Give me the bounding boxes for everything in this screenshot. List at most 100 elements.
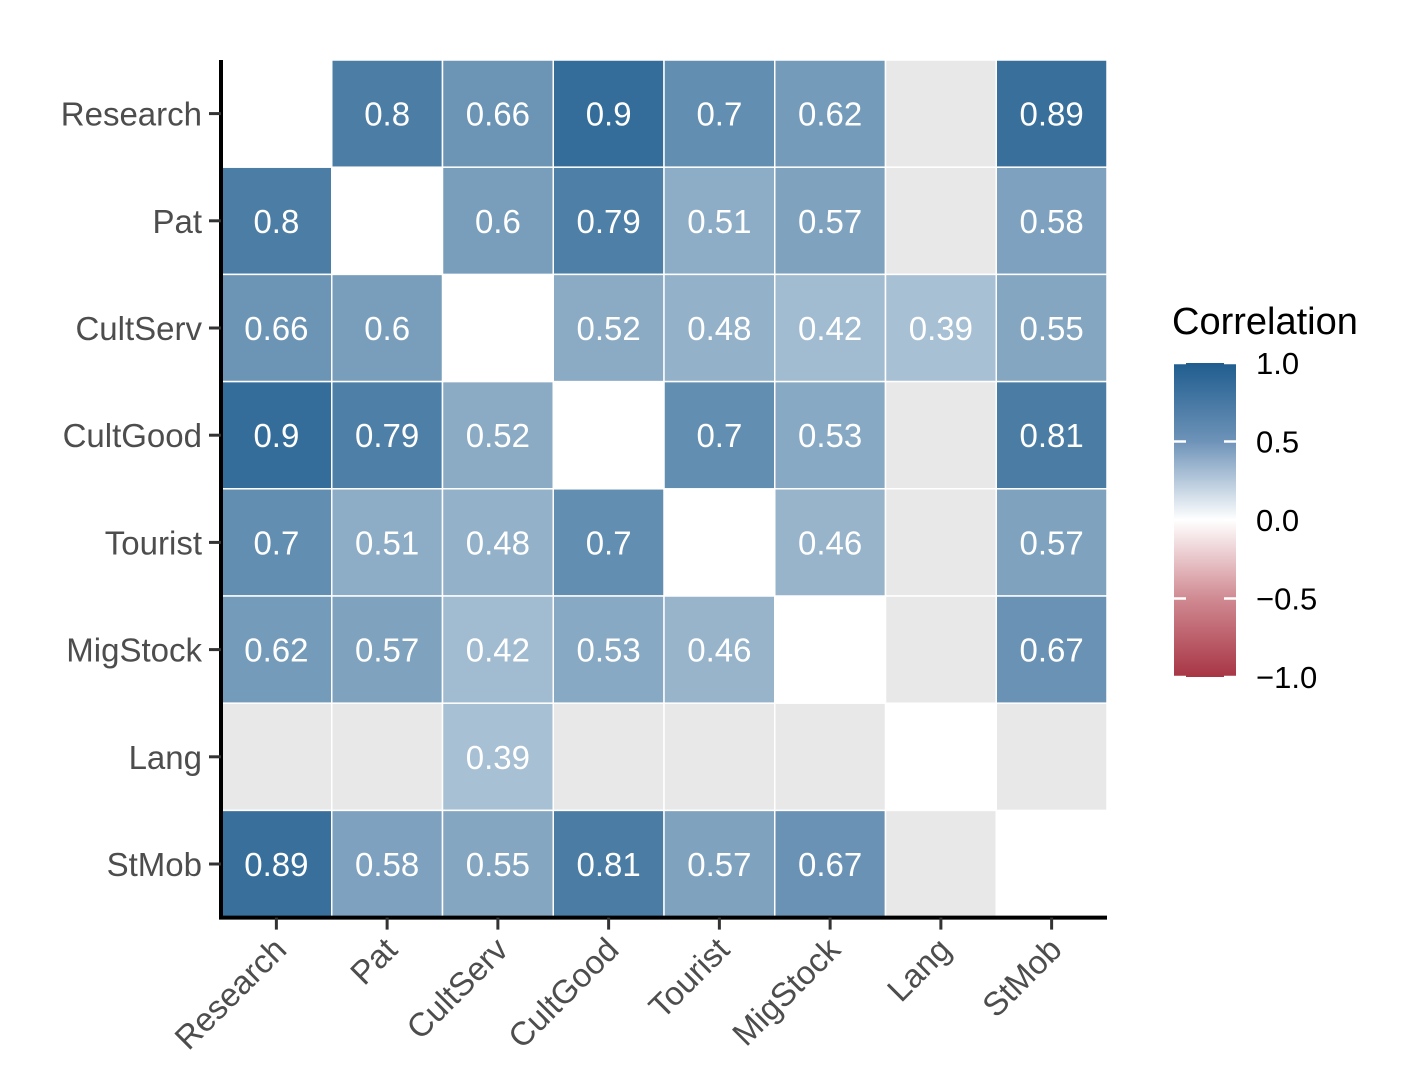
cell-label-MigStock-StMob: 0.67 (1020, 632, 1084, 669)
cell-label-CultServ-Research: 0.66 (244, 310, 308, 347)
x-tick-label-CultServ: CultServ (399, 930, 515, 1046)
heatmap-cell-Research-MigStock (774, 59, 887, 168)
heatmap-cell-Pat-CultServ (441, 166, 554, 276)
cell-label-StMob-Research: 0.89 (244, 846, 308, 883)
legend: Correlation 1.0 0.5 0.0 −0.5 −1.0 (1172, 301, 1358, 695)
heatmap-cell-Research-Tourist (663, 59, 776, 168)
heatmap-cell-Research-Pat (331, 59, 444, 168)
y-tick-label-CultGood: CultGood (63, 417, 202, 454)
cell-label-Tourist-CultServ: 0.48 (466, 524, 530, 561)
heatmap-cell-Tourist-CultGood (552, 488, 665, 597)
axes (219, 60, 1107, 920)
heatmap-cell-CultServ-StMob (995, 273, 1108, 383)
heatmap-cell-MigStock-StMob (995, 595, 1108, 704)
heatmap-cell-Pat-Tourist (663, 166, 776, 276)
heatmap-cell-CultServ-Lang (884, 273, 997, 383)
heatmap-cell-Research-Lang (884, 59, 997, 168)
cell-label-Pat-Tourist: 0.51 (687, 203, 751, 240)
heatmap-cell-Tourist-Pat (331, 488, 444, 597)
heatmap-cell-CultGood-Research (220, 380, 333, 490)
heatmap-cell-StMob-Pat (331, 809, 444, 919)
x-tick-label-Tourist: Tourist (641, 930, 736, 1025)
heatmap-cell-Research-CultServ (441, 59, 554, 168)
heatmap-cell-Lang-MigStock (774, 702, 887, 812)
y-tick-label-Lang: Lang (129, 739, 202, 776)
heatmap-cell-MigStock-Tourist (663, 595, 776, 704)
heatmap-cell-Pat-StMob (995, 166, 1108, 276)
cell-label-MigStock-CultServ: 0.42 (466, 632, 530, 669)
cell-label-StMob-Pat: 0.58 (355, 846, 419, 883)
heatmap-cell-CultGood-Pat (331, 380, 444, 490)
heatmap-cell-Lang-Pat (331, 702, 444, 812)
heatmap-cell-Lang-StMob (995, 702, 1108, 812)
cell-label-MigStock-CultGood: 0.53 (577, 632, 641, 669)
heatmap-cell-Tourist-CultServ (441, 488, 554, 597)
heatmap-cell-Lang-CultServ (441, 702, 554, 812)
cell-label-CultServ-MigStock: 0.42 (798, 310, 862, 347)
cell-label-Tourist-StMob: 0.57 (1020, 524, 1084, 561)
cell-label-Tourist-Research: 0.7 (253, 524, 299, 561)
cell-label-CultGood-MigStock: 0.53 (798, 417, 862, 454)
heatmap-cell-CultGood-CultServ (441, 380, 554, 490)
cell-label-Research-Tourist: 0.7 (696, 96, 742, 133)
cell-label-Pat-MigStock: 0.57 (798, 203, 862, 240)
cell-label-CultGood-StMob: 0.81 (1020, 417, 1084, 454)
y-tick-label-Pat: Pat (152, 203, 202, 240)
cell-label-StMob-CultServ: 0.55 (466, 846, 530, 883)
cell-label-Research-CultServ: 0.66 (466, 96, 530, 133)
heatmap-cells (220, 59, 1108, 919)
legend-break-label: −0.5 (1256, 582, 1317, 617)
y-tick-label-Research: Research (61, 96, 202, 133)
legend-title: Correlation (1172, 301, 1358, 343)
heatmap-cell-StMob-Tourist (663, 809, 776, 919)
x-tick-label-CultGood: CultGood (501, 930, 626, 1055)
cell-label-CultServ-Tourist: 0.48 (687, 310, 751, 347)
heatmap-cell-CultServ-Tourist (663, 273, 776, 383)
heatmap-cell-StMob-Lang (884, 809, 997, 919)
y-tick-label-CultServ: CultServ (75, 310, 202, 347)
cell-label-CultServ-Lang: 0.39 (909, 310, 973, 347)
cell-label-CultGood-CultServ: 0.52 (466, 417, 530, 454)
cell-label-Tourist-CultGood: 0.7 (586, 524, 632, 561)
cell-label-Research-CultGood: 0.9 (586, 96, 632, 133)
cell-label-Research-StMob: 0.89 (1020, 96, 1084, 133)
heatmap-cell-Tourist-StMob (995, 488, 1108, 597)
heatmap-cell-Tourist-Lang (884, 488, 997, 597)
cell-label-Pat-CultGood: 0.79 (577, 203, 641, 240)
heatmap-cell-CultGood-Lang (884, 380, 997, 490)
cell-label-Pat-CultServ: 0.6 (475, 203, 521, 240)
cell-label-CultGood-Pat: 0.79 (355, 417, 419, 454)
y-axis-ticks: Research Pat CultServ CultGood Tourist MigSto… (61, 96, 221, 883)
cell-label-Research-Pat: 0.8 (364, 96, 410, 133)
heatmap-cell-MigStock-Lang (884, 595, 997, 704)
heatmap-cell-MigStock-CultGood (552, 595, 665, 704)
cell-label-MigStock-Tourist: 0.46 (687, 632, 751, 669)
cell-label-CultServ-CultGood: 0.52 (577, 310, 641, 347)
heatmap-cell-CultServ-Pat (331, 273, 444, 383)
cell-label-StMob-Tourist: 0.57 (687, 846, 751, 883)
cell-label-StMob-CultGood: 0.81 (577, 846, 641, 883)
x-tick-label-Research: Research (167, 930, 293, 1056)
y-tick-label-StMob: StMob (107, 846, 202, 883)
heatmap-cell-StMob-CultGood (552, 809, 665, 919)
cell-label-Pat-StMob: 0.58 (1020, 203, 1084, 240)
cell-label-Lang-CultServ: 0.39 (466, 739, 530, 776)
cell-label-MigStock-Pat: 0.57 (355, 632, 419, 669)
x-tick-label-MigStock: MigStock (725, 930, 847, 1052)
heatmap-cell-Lang-Tourist (663, 702, 776, 812)
cell-label-CultGood-Tourist: 0.7 (696, 417, 742, 454)
heatmap-cell-CultServ-MigStock (774, 273, 887, 383)
cell-label-StMob-MigStock: 0.67 (798, 846, 862, 883)
x-tick-label-Pat: Pat (343, 930, 404, 991)
heatmap-cell-Research-StMob (995, 59, 1108, 168)
cell-label-MigStock-Research: 0.62 (244, 632, 308, 669)
heatmap-cell-Research-CultGood (552, 59, 665, 168)
y-tick-label-Tourist: Tourist (105, 524, 202, 561)
cell-label-Tourist-Pat: 0.51 (355, 524, 419, 561)
legend-break-label: 0.0 (1256, 503, 1299, 538)
cell-label-CultServ-StMob: 0.55 (1020, 310, 1084, 347)
heatmap-cell-Lang-CultGood (552, 702, 665, 812)
legend-break-label: 0.5 (1256, 425, 1299, 460)
